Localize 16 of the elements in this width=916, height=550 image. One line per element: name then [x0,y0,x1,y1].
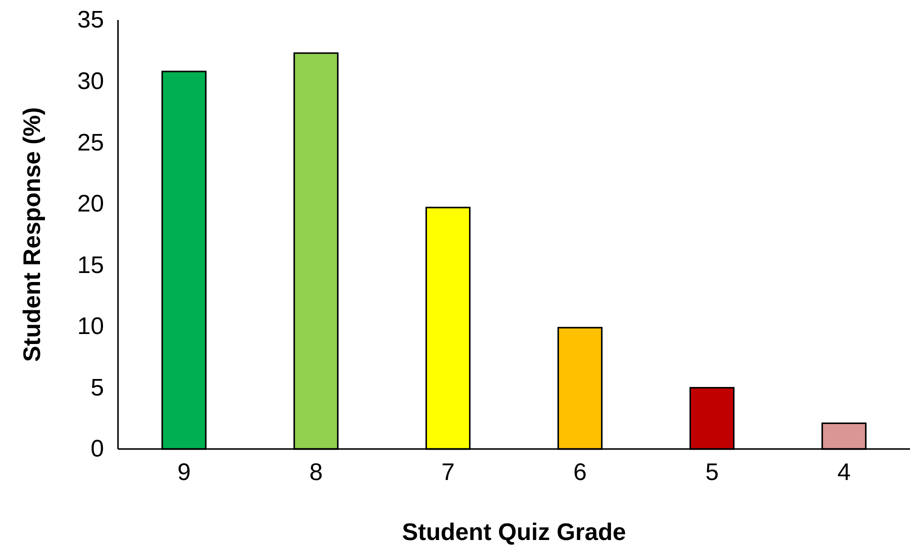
x-tick-label: 7 [441,459,455,486]
x-tick-label: 8 [309,459,323,486]
y-tick-label: 30 [77,68,104,95]
x-tick-label: 9 [177,459,191,486]
y-tick-label: 10 [77,313,104,340]
y-tick-label: 0 [90,436,104,463]
y-tick-label: 15 [77,252,104,279]
y-tick-label: 20 [77,190,104,218]
x-tick-label: 6 [573,459,587,486]
x-tick-label: 4 [837,459,851,486]
x-tick-label: 5 [705,459,719,486]
y-tick-label: 25 [77,129,104,156]
y-axis-title: Student Response (%) [19,107,46,362]
y-tick-label: 5 [90,374,104,402]
y-tick-label: 35 [77,6,104,34]
x-axis-title: Student Quiz Grade [402,519,626,546]
